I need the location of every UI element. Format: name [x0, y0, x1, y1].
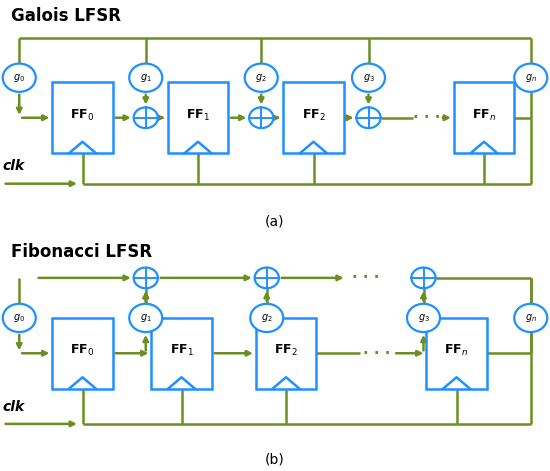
Text: $g_1$: $g_1$: [140, 312, 152, 324]
Circle shape: [134, 268, 158, 288]
Circle shape: [411, 268, 436, 288]
Bar: [454, 82, 514, 153]
Text: (a): (a): [265, 214, 285, 228]
Text: Galois LFSR: Galois LFSR: [11, 7, 121, 25]
Text: · · ·: · · ·: [352, 270, 379, 285]
Circle shape: [129, 64, 162, 92]
Text: (b): (b): [265, 452, 285, 466]
Text: $g_n$: $g_n$: [525, 312, 537, 324]
Bar: [283, 82, 344, 153]
Circle shape: [255, 268, 279, 288]
Circle shape: [129, 304, 162, 332]
Bar: [52, 82, 113, 153]
Text: Fibonacci LFSR: Fibonacci LFSR: [11, 243, 152, 260]
Circle shape: [3, 304, 36, 332]
Text: $g_n$: $g_n$: [525, 72, 537, 84]
Text: clk: clk: [3, 159, 25, 173]
Circle shape: [245, 64, 278, 92]
Text: · · ·: · · ·: [412, 110, 440, 125]
Text: FF$_1$: FF$_1$: [169, 343, 194, 358]
Circle shape: [134, 107, 158, 128]
Text: FF$_1$: FF$_1$: [186, 108, 210, 123]
Bar: [256, 318, 316, 389]
Bar: [168, 82, 228, 153]
Text: $g_3$: $g_3$: [362, 72, 375, 84]
Text: $g_2$: $g_2$: [261, 312, 273, 324]
Text: $g_3$: $g_3$: [417, 312, 430, 324]
Text: FF$_2$: FF$_2$: [274, 343, 298, 358]
Circle shape: [514, 304, 547, 332]
Circle shape: [514, 64, 547, 92]
Text: $g_0$: $g_0$: [13, 72, 25, 84]
Text: FF$_0$: FF$_0$: [70, 108, 95, 123]
Bar: [52, 318, 113, 389]
Bar: [151, 318, 212, 389]
Text: FF$_n$: FF$_n$: [472, 108, 496, 123]
Text: clk: clk: [3, 399, 25, 414]
Circle shape: [352, 64, 385, 92]
Circle shape: [3, 64, 36, 92]
Text: FF$_2$: FF$_2$: [301, 108, 326, 123]
Circle shape: [250, 304, 283, 332]
Text: $g_0$: $g_0$: [13, 312, 25, 324]
Circle shape: [356, 107, 381, 128]
Text: $g_1$: $g_1$: [140, 72, 152, 84]
Circle shape: [407, 304, 440, 332]
Bar: [426, 318, 487, 389]
Text: · · ·: · · ·: [363, 346, 390, 361]
Circle shape: [249, 107, 273, 128]
Text: FF$_n$: FF$_n$: [444, 343, 469, 358]
Text: $g_2$: $g_2$: [255, 72, 267, 84]
Text: FF$_0$: FF$_0$: [70, 343, 95, 358]
